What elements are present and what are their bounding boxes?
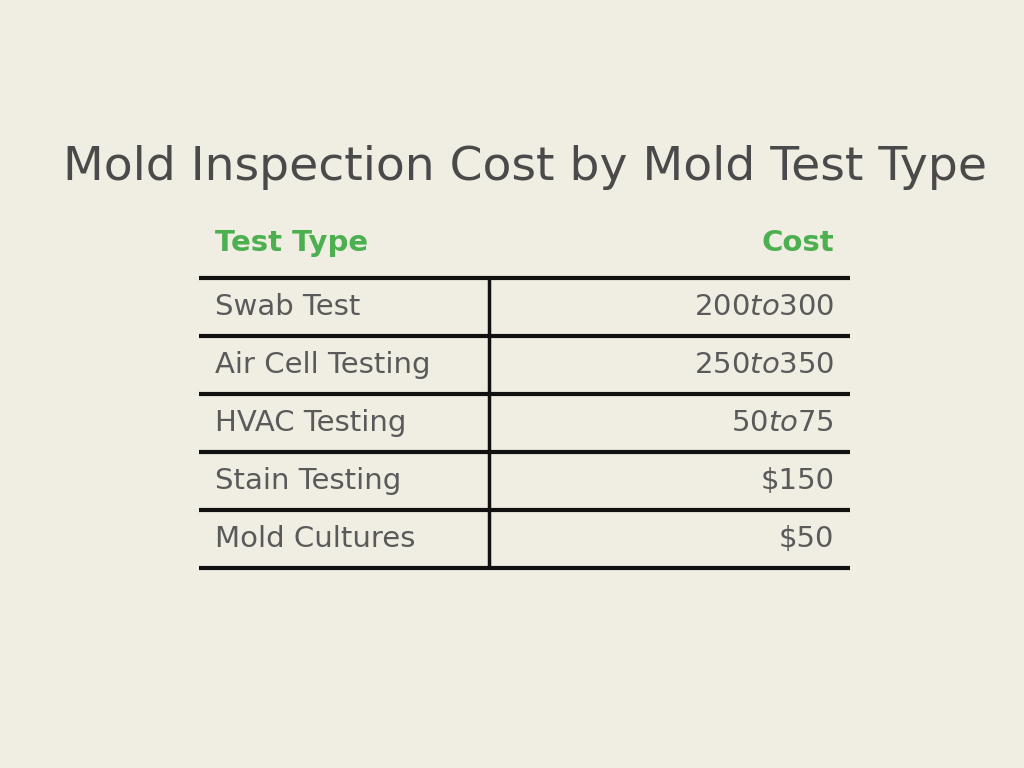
Text: $50: $50 [779,525,835,553]
Text: HVAC Testing: HVAC Testing [215,409,407,437]
Text: Swab Test: Swab Test [215,293,360,322]
Text: $50 to $75: $50 to $75 [731,409,835,437]
Text: Mold Inspection Cost by Mold Test Type: Mold Inspection Cost by Mold Test Type [62,145,987,190]
Text: Mold Cultures: Mold Cultures [215,525,416,553]
Text: $150: $150 [760,467,835,495]
Text: Air Cell Testing: Air Cell Testing [215,352,431,379]
Text: $250 to $350: $250 to $350 [694,352,835,379]
Text: $200 to $300: $200 to $300 [694,293,835,322]
Text: Cost: Cost [762,229,835,257]
Text: Test Type: Test Type [215,229,369,257]
Text: Stain Testing: Stain Testing [215,467,401,495]
